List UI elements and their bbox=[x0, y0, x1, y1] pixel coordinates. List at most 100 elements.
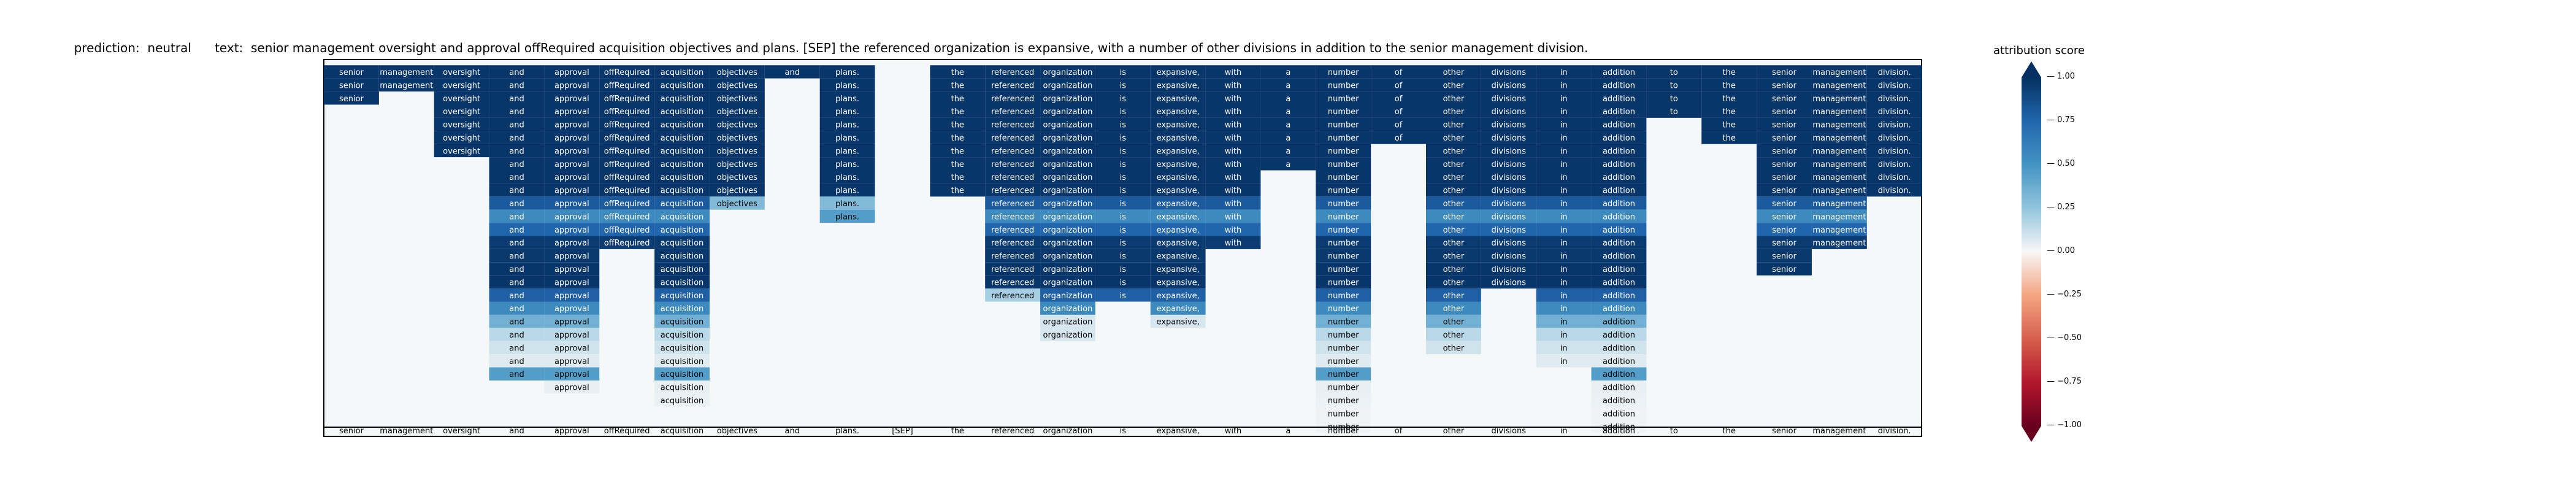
heatmap-cell-label: addition bbox=[1603, 304, 1635, 314]
heatmap-cell-label: of bbox=[1395, 81, 1403, 90]
heatmap-cell-label: of bbox=[1395, 107, 1403, 117]
x-tick-label: is bbox=[1120, 427, 1127, 436]
heatmap-cell bbox=[1866, 170, 1922, 184]
heatmap-cell bbox=[1757, 262, 1812, 276]
heatmap-cell bbox=[1811, 144, 1867, 158]
heatmap-cell-label: other bbox=[1443, 212, 1465, 222]
heatmap-cell bbox=[544, 367, 600, 381]
heatmap-cell-label: number bbox=[1328, 409, 1359, 419]
heatmap-cell bbox=[1040, 157, 1095, 171]
heatmap-cell bbox=[1757, 196, 1812, 210]
heatmap-cell bbox=[434, 131, 489, 144]
heatmap-cell bbox=[654, 262, 710, 276]
heatmap-cell-label: management bbox=[1812, 173, 1866, 182]
heatmap-cell-label: divisions bbox=[1492, 265, 1527, 274]
heatmap-cell-label: oversight bbox=[443, 68, 480, 77]
x-tick-label: and bbox=[784, 427, 799, 436]
heatmap-cell bbox=[1757, 117, 1812, 131]
heatmap-cell bbox=[1260, 104, 1316, 118]
heatmap-cell bbox=[1701, 131, 1757, 144]
heatmap-cell bbox=[1040, 78, 1095, 92]
heatmap-cell bbox=[709, 170, 765, 184]
heatmap-cell bbox=[985, 262, 1041, 276]
heatmap-cell bbox=[1316, 367, 1371, 381]
heatmap-cell-label: acquisition bbox=[661, 252, 704, 261]
chart-title: prediction: neutral text: senior managem… bbox=[74, 41, 1589, 55]
heatmap-cell bbox=[1757, 223, 1812, 236]
heatmap-cell-label: divisions bbox=[1492, 121, 1527, 130]
heatmap-cell bbox=[489, 262, 545, 276]
heatmap-cell bbox=[819, 117, 875, 131]
heatmap-cell-label: organization bbox=[1043, 265, 1093, 274]
heatmap-cell-label: with bbox=[1225, 95, 1242, 104]
heatmap-cell-label: acquisition bbox=[661, 331, 704, 340]
heatmap-cell-label: a bbox=[1286, 147, 1290, 156]
heatmap-cell-label: management bbox=[380, 81, 433, 90]
heatmap-cell bbox=[709, 157, 765, 171]
heatmap-cell bbox=[489, 183, 545, 197]
heatmap-cell bbox=[1095, 117, 1151, 131]
heatmap-cell bbox=[1757, 144, 1812, 158]
heatmap-cell-label: addition bbox=[1603, 107, 1635, 117]
heatmap-cell-label: senior bbox=[1772, 134, 1797, 143]
colorbar-tick-label: — 0.00 bbox=[2047, 246, 2076, 255]
heatmap-cell-label: expansive, bbox=[1157, 199, 1200, 209]
heatmap-cell-label: expansive, bbox=[1157, 68, 1200, 77]
heatmap-cell bbox=[1646, 78, 1702, 92]
heatmap-cell bbox=[1536, 91, 1592, 105]
heatmap-cell-label: approval bbox=[554, 318, 589, 327]
heatmap-cell bbox=[1426, 314, 1481, 328]
heatmap-cell-label: in bbox=[1560, 147, 1568, 156]
heatmap-cell-label: plans. bbox=[835, 212, 859, 222]
heatmap-cell-label: division. bbox=[1878, 107, 1911, 117]
heatmap-cell bbox=[1316, 328, 1371, 341]
heatmap-cell bbox=[1095, 144, 1151, 158]
heatmap-cell bbox=[654, 117, 710, 131]
heatmap-cell bbox=[489, 91, 545, 105]
heatmap-cell-label: management bbox=[1812, 147, 1866, 156]
heatmap-cell-label: a bbox=[1286, 134, 1290, 143]
heatmap-cell bbox=[489, 328, 545, 341]
heatmap-cell-label: acquisition bbox=[661, 304, 704, 314]
heatmap-cell bbox=[1260, 65, 1316, 79]
heatmap-cell-label: divisions bbox=[1492, 226, 1527, 235]
heatmap-cell bbox=[1426, 183, 1481, 197]
heatmap-cell bbox=[599, 91, 655, 105]
heatmap-cell-label: other bbox=[1443, 147, 1465, 156]
heatmap-cell bbox=[1591, 170, 1647, 184]
heatmap-cell bbox=[1316, 65, 1371, 79]
heatmap-cell-label: number bbox=[1328, 134, 1359, 143]
x-tick-label: management bbox=[380, 427, 433, 436]
heatmap-cell bbox=[434, 104, 489, 118]
heatmap-cell bbox=[1536, 223, 1592, 236]
heatmap-cell bbox=[1150, 249, 1206, 263]
heatmap-cell-label: divisions bbox=[1492, 95, 1527, 104]
heatmap-cell bbox=[1481, 131, 1536, 144]
heatmap-cell-label: to bbox=[1670, 81, 1678, 90]
heatmap-cell bbox=[1095, 170, 1151, 184]
heatmap-cell-label: is bbox=[1120, 121, 1127, 130]
heatmap-cell-label: organization bbox=[1043, 199, 1093, 209]
heatmap-cell bbox=[654, 275, 710, 289]
heatmap-cell bbox=[1205, 65, 1261, 79]
heatmap-cell bbox=[1536, 314, 1592, 328]
heatmap-cell-label: divisions bbox=[1492, 147, 1527, 156]
heatmap-cell bbox=[544, 275, 600, 289]
heatmap-cell-label: divisions bbox=[1492, 239, 1527, 248]
heatmap-cell-label: organization bbox=[1043, 134, 1093, 143]
heatmap-cell-label: offRequired bbox=[604, 226, 650, 235]
heatmap-cell bbox=[1426, 170, 1481, 184]
heatmap-cell bbox=[1866, 65, 1922, 79]
heatmap-cell-label: management bbox=[1812, 121, 1866, 130]
heatmap-cell-label: approval bbox=[554, 278, 589, 287]
heatmap-cell-label: addition bbox=[1603, 121, 1635, 130]
heatmap-cell-label: a bbox=[1286, 95, 1290, 104]
heatmap-cell bbox=[1316, 314, 1371, 328]
heatmap-cell bbox=[1150, 275, 1206, 289]
heatmap-cell-label: plans. bbox=[835, 81, 859, 90]
heatmap-cell-label: oversight bbox=[443, 134, 480, 143]
heatmap-cell bbox=[489, 104, 545, 118]
heatmap-cell-label: and bbox=[509, 68, 524, 77]
heatmap-cell-label: offRequired bbox=[604, 187, 650, 196]
heatmap-cell-label: and bbox=[509, 239, 524, 248]
